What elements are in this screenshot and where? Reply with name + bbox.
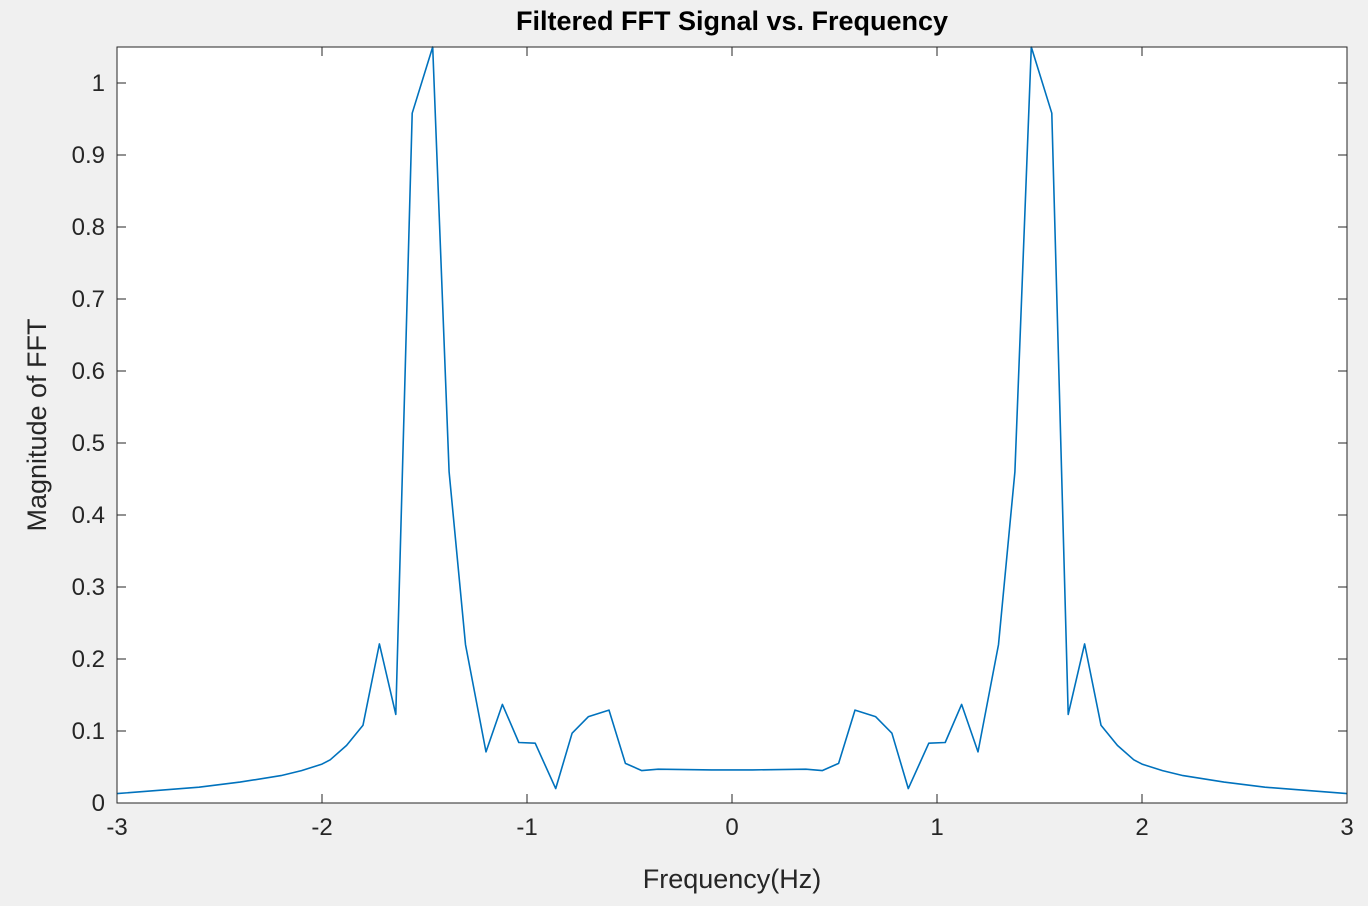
x-tick-label: -1 xyxy=(516,814,537,841)
x-tick-label: 2 xyxy=(1135,814,1148,841)
axis-tick-labels: -3 -2 -1 0 1 2 3 0 0.1 0.2 0.3 0.4 0.5 0.6 0.7 0.8 0.9 1 xyxy=(72,70,1354,841)
x-tick-label: 1 xyxy=(930,814,943,841)
series-line xyxy=(116,46,1348,795)
x-axis-title: Frequency(Hz) xyxy=(643,864,822,894)
y-tick-label: 1 xyxy=(92,70,105,97)
y-tick-label: 0.9 xyxy=(72,142,105,169)
plot-area xyxy=(117,47,1347,803)
y-axis-title: Magnitude of FFT xyxy=(22,318,52,531)
x-tick-label: 0 xyxy=(725,814,738,841)
y-tick-label: 0.5 xyxy=(72,430,105,457)
x-tick-label: -3 xyxy=(106,814,127,841)
y-tick-label: 0.8 xyxy=(72,214,105,241)
chart-title: Filtered FFT Signal vs. Frequency xyxy=(516,6,948,36)
y-tick-label: 0.4 xyxy=(72,502,105,529)
y-tick-label: 0.6 xyxy=(72,358,105,385)
y-tick-label: 0.7 xyxy=(72,286,105,313)
y-tick-label: 0.3 xyxy=(72,574,105,601)
y-tick-label: 0.1 xyxy=(72,718,105,745)
plot-frame xyxy=(116,46,1348,804)
x-tick-label: 3 xyxy=(1340,814,1353,841)
x-tick-label: -2 xyxy=(311,814,332,841)
y-tick-label: 0.2 xyxy=(72,646,105,673)
y-tick-label: 0 xyxy=(92,790,105,817)
